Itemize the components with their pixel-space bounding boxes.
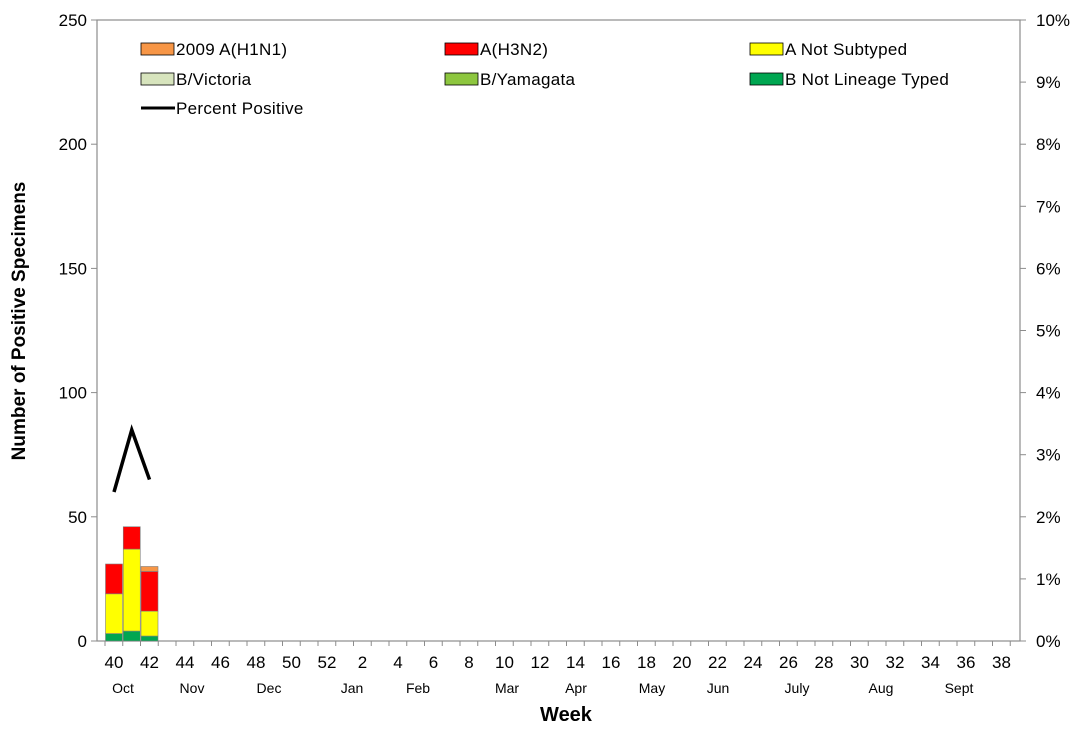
legend-swatch — [444, 42, 479, 56]
x-tick-label: 36 — [957, 653, 976, 672]
x-tick-label: 4 — [393, 653, 402, 672]
legend-label: B/Victoria — [176, 70, 252, 89]
legend-group: 2009 A(H1N1) A(H3N2) A Not Subtyped B/Victo… — [140, 40, 949, 118]
y2-tick-label: 6% — [1036, 259, 1061, 278]
legend-label: B/Yamagata — [480, 70, 576, 89]
x-tick-label: 16 — [602, 653, 621, 672]
bar-segment — [105, 563, 123, 595]
y-tick-label: 0 — [78, 632, 87, 651]
x-tick-label: 46 — [211, 653, 230, 672]
x-tick-label: 2 — [358, 653, 367, 672]
y-tick-label: 50 — [68, 508, 87, 527]
x-tick-label: 42 — [140, 653, 159, 672]
x-tick-label: 50 — [282, 653, 301, 672]
legend-label: B Not Lineage Typed — [785, 70, 949, 89]
x-tick-label: 24 — [744, 653, 763, 672]
bar-segment — [122, 526, 141, 550]
x-tick-label: 28 — [815, 653, 834, 672]
x-tick-label: 18 — [637, 653, 656, 672]
y2-tick-label: 4% — [1036, 384, 1061, 403]
month-label: Aug — [869, 680, 894, 696]
legend-label: Percent Positive — [176, 99, 304, 118]
x-tick-label: 22 — [708, 653, 727, 672]
legend-label: 2009 A(H1N1) — [176, 40, 287, 59]
bar-segment — [105, 593, 123, 634]
y-tick-label: 250 — [59, 11, 87, 30]
x-tick-label: 38 — [992, 653, 1011, 672]
x-tick-label: 48 — [247, 653, 266, 672]
bar-segment — [140, 571, 159, 612]
x-axis-title: Week — [540, 704, 593, 725]
x-tick-label: 44 — [176, 653, 195, 672]
labels-group: Week Number of Positive Specimens — [9, 182, 593, 726]
x-tick-label: 52 — [318, 653, 337, 672]
legend-swatch — [444, 72, 479, 86]
y2-tick-label: 8% — [1036, 135, 1061, 154]
legend-swatch — [140, 42, 175, 56]
line-group — [112, 424, 152, 493]
month-label: Jun — [707, 680, 730, 696]
y2-tick-label: 9% — [1036, 73, 1061, 92]
legend-swatch — [749, 42, 784, 56]
bar-segment — [140, 566, 159, 572]
x-tick-label: 8 — [464, 653, 473, 672]
month-label: July — [785, 680, 810, 696]
month-label: Oct — [112, 680, 134, 696]
x-tick-label: 26 — [779, 653, 798, 672]
month-label: Jan — [341, 680, 364, 696]
x-tick-label: 34 — [921, 653, 940, 672]
bar-segment — [122, 630, 141, 642]
legend-swatch — [140, 72, 175, 86]
y2-tick-label: 5% — [1036, 322, 1061, 341]
x-tick-label: 6 — [429, 653, 438, 672]
percent-positive-line — [112, 424, 152, 493]
y2-tick-label: 0% — [1036, 632, 1061, 651]
y-tick-label: 200 — [59, 135, 87, 154]
month-label: Dec — [257, 680, 282, 696]
y2-tick-label: 2% — [1036, 508, 1061, 527]
axes-group: 0501001502002500%1%2%3%4%5%6%7%8%9%10%40… — [59, 11, 1070, 696]
month-label: May — [639, 680, 665, 696]
y2-tick-label: 1% — [1036, 570, 1061, 589]
y-tick-label: 100 — [59, 384, 87, 403]
x-tick-label: 40 — [105, 653, 124, 672]
x-tick-label: 10 — [495, 653, 514, 672]
bar-segment — [140, 635, 159, 642]
x-tick-label: 14 — [566, 653, 585, 672]
month-label: Apr — [565, 680, 587, 696]
bar-segment — [105, 633, 123, 642]
x-tick-label: 32 — [886, 653, 905, 672]
month-label: Mar — [495, 680, 519, 696]
month-label: Feb — [406, 680, 430, 696]
bar-segment — [122, 548, 141, 632]
bars-group — [105, 526, 159, 642]
y-axis-title: Number of Positive Specimens — [9, 182, 30, 461]
y-tick-label: 150 — [59, 259, 87, 278]
x-tick-label: 12 — [531, 653, 550, 672]
y2-tick-label: 3% — [1036, 446, 1061, 465]
legend-label: A Not Subtyped — [785, 40, 907, 59]
legend-swatch — [749, 72, 784, 86]
month-label: Sept — [945, 680, 974, 696]
x-tick-label: 20 — [673, 653, 692, 672]
month-label: Nov — [180, 680, 205, 696]
y2-tick-label: 10% — [1036, 11, 1070, 30]
legend-label: A(H3N2) — [480, 40, 548, 59]
bar-segment — [140, 610, 159, 637]
x-tick-label: 30 — [850, 653, 869, 672]
y2-tick-label: 7% — [1036, 197, 1061, 216]
